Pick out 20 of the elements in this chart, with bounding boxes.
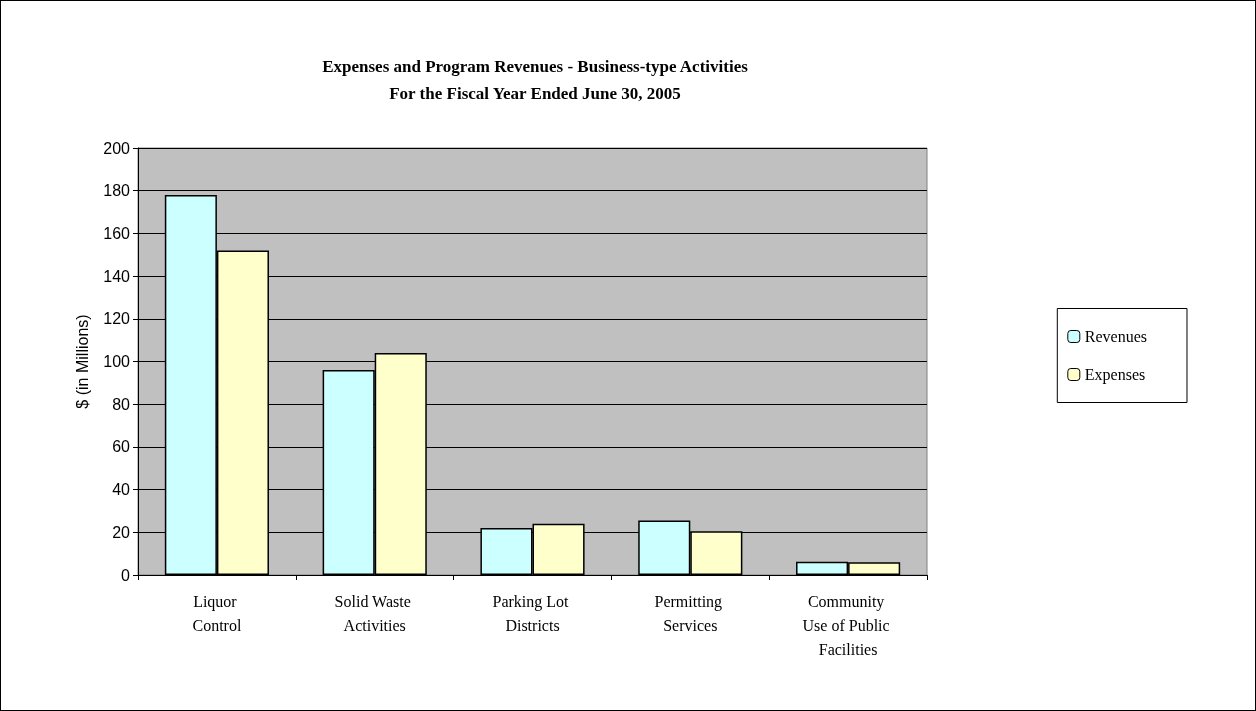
y-tick-label: 180 xyxy=(103,182,131,200)
y-tick-label: 160 xyxy=(103,224,131,242)
y-tick-label: 40 xyxy=(112,481,131,499)
x-tick-label: Parking Lot Districts xyxy=(492,592,573,634)
x-tick-label: Community Use of Public Facilities xyxy=(802,592,894,658)
y-tick-label: 140 xyxy=(103,267,131,285)
x-tick-label: Solid Waste Activities xyxy=(334,592,415,634)
y-tick-label: 200 xyxy=(103,139,131,157)
legend-label: Revenues xyxy=(1084,328,1147,345)
y-tick-label: 60 xyxy=(112,438,131,456)
x-tick-label: Permitting Services xyxy=(654,592,727,634)
y-tick-label: 80 xyxy=(112,395,131,413)
chart-title: Expenses and Program Revenues - Business-type Activities For the Fiscal Year Ended June 30, 2005 xyxy=(322,57,749,103)
y-tick-label: 0 xyxy=(121,566,131,584)
y-axis-title: $ (in Millions) xyxy=(73,314,91,409)
legend-label: Expenses xyxy=(1084,366,1146,384)
x-tick-label: Liquor Control xyxy=(192,592,242,634)
y-tick-label: 20 xyxy=(112,523,131,541)
y-tick-label: 120 xyxy=(103,310,131,328)
y-tick-label: 100 xyxy=(103,353,131,370)
